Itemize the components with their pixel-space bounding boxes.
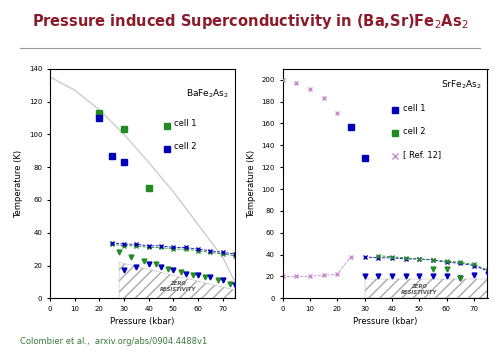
Text: cell 2: cell 2 [174, 142, 197, 151]
Y-axis label: Temperature (K): Temperature (K) [14, 150, 24, 217]
X-axis label: Pressure (kbar): Pressure (kbar) [353, 317, 417, 327]
Text: cell 1: cell 1 [174, 119, 197, 128]
Text: SrFe$_2$As$_2$: SrFe$_2$As$_2$ [440, 78, 482, 90]
Text: Pressure induced Superconductivity in (Ba,Sr)Fe$_2$As$_2$: Pressure induced Superconductivity in (B… [32, 12, 469, 31]
Text: BaFe$_2$As$_2$: BaFe$_2$As$_2$ [186, 87, 230, 100]
Text: [ Ref. 12]: [ Ref. 12] [404, 150, 442, 159]
Y-axis label: Temperature (K): Temperature (K) [247, 150, 256, 217]
Text: ZERO
RESISTIVITY: ZERO RESISTIVITY [160, 281, 196, 292]
X-axis label: Pressure (kbar): Pressure (kbar) [110, 317, 174, 327]
Text: ZERO
RESISTIVITY: ZERO RESISTIVITY [401, 284, 438, 295]
Text: cell 1: cell 1 [404, 104, 426, 113]
Text: Colombier et al.,  arxiv.org/abs/0904.4488v1: Colombier et al., arxiv.org/abs/0904.448… [20, 337, 208, 346]
Text: cell 2: cell 2 [404, 127, 426, 136]
